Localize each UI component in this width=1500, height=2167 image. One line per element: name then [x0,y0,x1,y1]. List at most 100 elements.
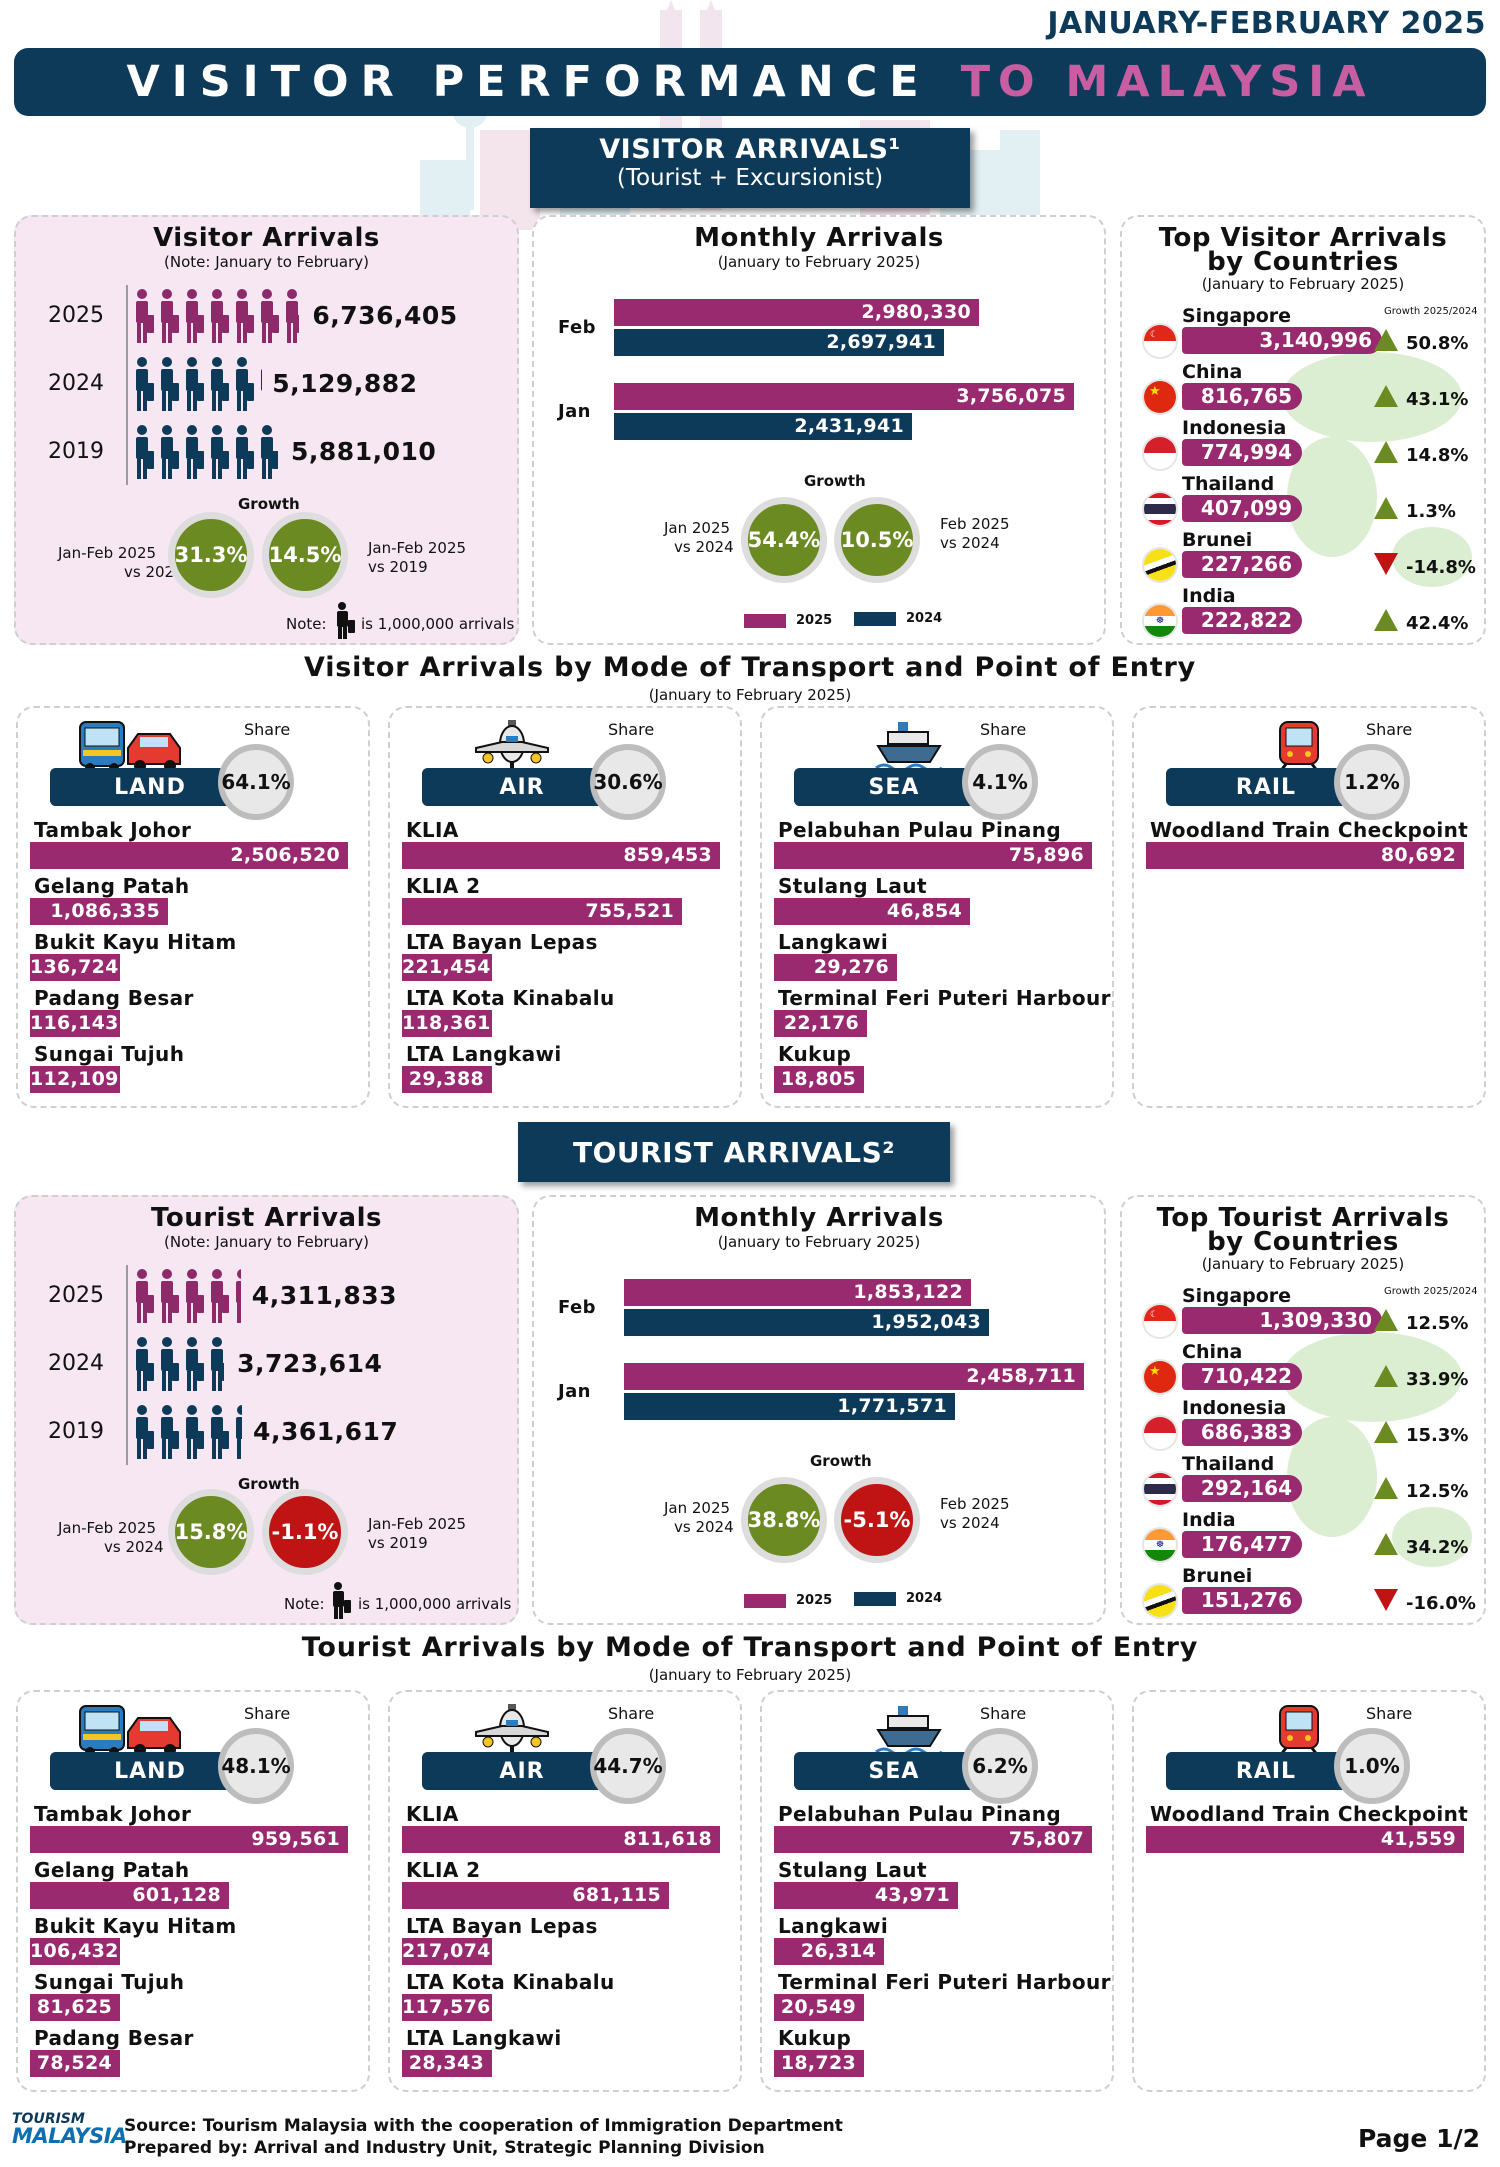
tourist-arrivals-panel: Tourist Arrivals (Note: January to Febru… [14,1195,519,1625]
arrow-up-icon [1374,1421,1398,1443]
visitor-mode-subtitle: (January to February 2025) [648,686,852,704]
growth-2-label2: vs 2019 [368,1534,428,1552]
entry-point-bar: 29,276 [774,954,897,981]
country-bar: 151,276 [1182,1587,1302,1614]
entry-point-bar: 28,343 [402,2050,492,2077]
person-luggage-icon [333,1582,351,1619]
tourist-mode-subtitle: (January to February 2025) [648,1666,852,1684]
arrivals-value: 4,311,833 [251,1281,398,1310]
growth-2-label1: Feb 2025 [940,1495,1010,1513]
entry-point-bar: 112,109 [30,1066,120,1093]
air-mode-panel: Share AIR 44.7% KLIA 811,618 KLIA 2 681,115 LTA… [388,1690,742,2092]
country-name: Brunei [1182,529,1253,551]
legend-swatch-2024 [854,1592,896,1606]
year-label: 2025 [48,1283,104,1308]
bn-flag-icon [1142,1583,1178,1619]
sg-flag-icon: ☾ [1142,323,1178,359]
tourist-top-countries-panel: Top Tourist Arrivals by Countries (Janua… [1120,1195,1486,1625]
legend-label-2024: 2024 [906,1591,943,1606]
country-bar: 686,383 [1182,1419,1302,1446]
growth-1-circle: 31.3% [168,512,254,598]
entry-point-name: LTA Kota Kinabalu [406,986,615,1010]
air-mode-pill: AIR [422,1752,622,1790]
growth-1-circle: 54.4% [741,497,827,583]
entry-point-bar: 859,453 [402,842,720,869]
panel-title: Visitor Arrivals [153,223,380,253]
logo-bottom-text: MALAYSIA [12,2124,127,2148]
legend-swatch-2025 [744,614,786,628]
country-bar: 816,765 [1182,383,1302,410]
month-label: Jan [558,401,591,422]
growth-label: Growth [238,1475,300,1493]
entry-point-name: Tambak Johor [34,818,192,842]
person-icons-row [134,357,262,413]
growth-1-label1: Jan 2025 [664,519,731,537]
entry-point-bar: 78,524 [30,2050,120,2077]
growth-value: 1.3% [1406,501,1456,522]
period-label: JANUARY-FEBRUARY 2025 [1047,6,1486,41]
country-bar: 3,140,996 [1182,327,1382,354]
rail-mode-panel: Share RAIL 1.2% Woodland Train Checkpoint 80… [1132,706,1486,1108]
footnote-note: Note: [284,1595,325,1613]
country-bar: 407,099 [1182,495,1302,522]
air-transport-icon [472,1702,552,1762]
rail-transport-icon [1274,1702,1324,1762]
share-circle: 6.2% [962,1728,1038,1804]
entry-point-name: LTA Bayan Lepas [406,930,598,954]
country-bar: 227,266 [1182,551,1302,578]
growth-2-label2: vs 2019 [368,558,428,576]
share-circle: 4.1% [962,744,1038,820]
month-label: Feb [558,1297,596,1318]
country-bar: 292,164 [1182,1475,1302,1502]
share-label: Share [1366,1704,1413,1723]
entry-point-name: Woodland Train Checkpoint [1150,818,1469,842]
person-luggage-icon [337,602,355,639]
legend-swatch-2024 [854,612,896,626]
growth-2-label2: vs 2024 [940,534,1000,552]
cn-flag-icon: ★ [1142,1359,1178,1395]
growth-header: Growth 2025/2024 [1384,1286,1478,1297]
axis-divider [126,1265,128,1465]
in-flag-icon: ☸ [1142,603,1178,639]
bar-2024: 1,952,043 [624,1309,989,1336]
growth-1-circle: 38.8% [741,1477,827,1563]
bar-2025: 2,980,330 [614,299,979,326]
growth-2-label1: Jan-Feb 2025 [368,1515,467,1533]
world-map-illustration [1282,1332,1472,1567]
bar-2024: 2,697,941 [614,329,944,356]
panel-subtitle: (January to February 2025) [717,253,921,271]
th-flag-icon [1142,491,1178,527]
entry-point-name: Bukit Kayu Hitam [34,1914,237,1938]
sea-mode-pill: SEA [794,1752,994,1790]
share-circle: 30.6% [590,744,666,820]
entry-point-bar: 136,724 [30,954,120,981]
entry-point-name: Padang Besar [34,2026,194,2050]
entry-point-bar: 221,454 [402,954,492,981]
entry-point-name: Gelang Patah [34,1858,190,1882]
growth-value: 42.4% [1406,613,1469,634]
arrow-up-icon [1374,385,1398,407]
growth-value: 15.3% [1406,1425,1469,1446]
sea-transport-icon [874,718,944,778]
entry-point-name: Kukup [778,1042,852,1066]
entry-point-bar: 41,559 [1146,1826,1464,1853]
growth-1-label1: Jan-Feb 2025 [58,544,157,562]
entry-point-bar: 681,115 [402,1882,669,1909]
entry-point-name: KLIA 2 [406,874,481,898]
entry-point-bar: 1,086,335 [30,898,168,925]
growth-label: Growth [810,1452,872,1470]
id-flag-icon [1142,1415,1178,1451]
growth-2-circle: 10.5% [834,497,920,583]
country-name: Indonesia [1182,1397,1287,1419]
growth-value: 14.8% [1406,445,1469,466]
air-transport-icon [472,718,552,778]
entry-point-name: LTA Langkawi [406,1042,562,1066]
growth-label: Growth [238,495,300,513]
bar-2025: 2,458,711 [624,1363,1084,1390]
month-label: Jan [558,1381,591,1402]
share-label: Share [608,1704,655,1723]
bar-2025: 1,853,122 [624,1279,971,1306]
arrow-up-icon [1374,329,1398,351]
land-mode-pill: LAND [50,768,250,806]
rail-mode-pill: RAIL [1166,1752,1366,1790]
